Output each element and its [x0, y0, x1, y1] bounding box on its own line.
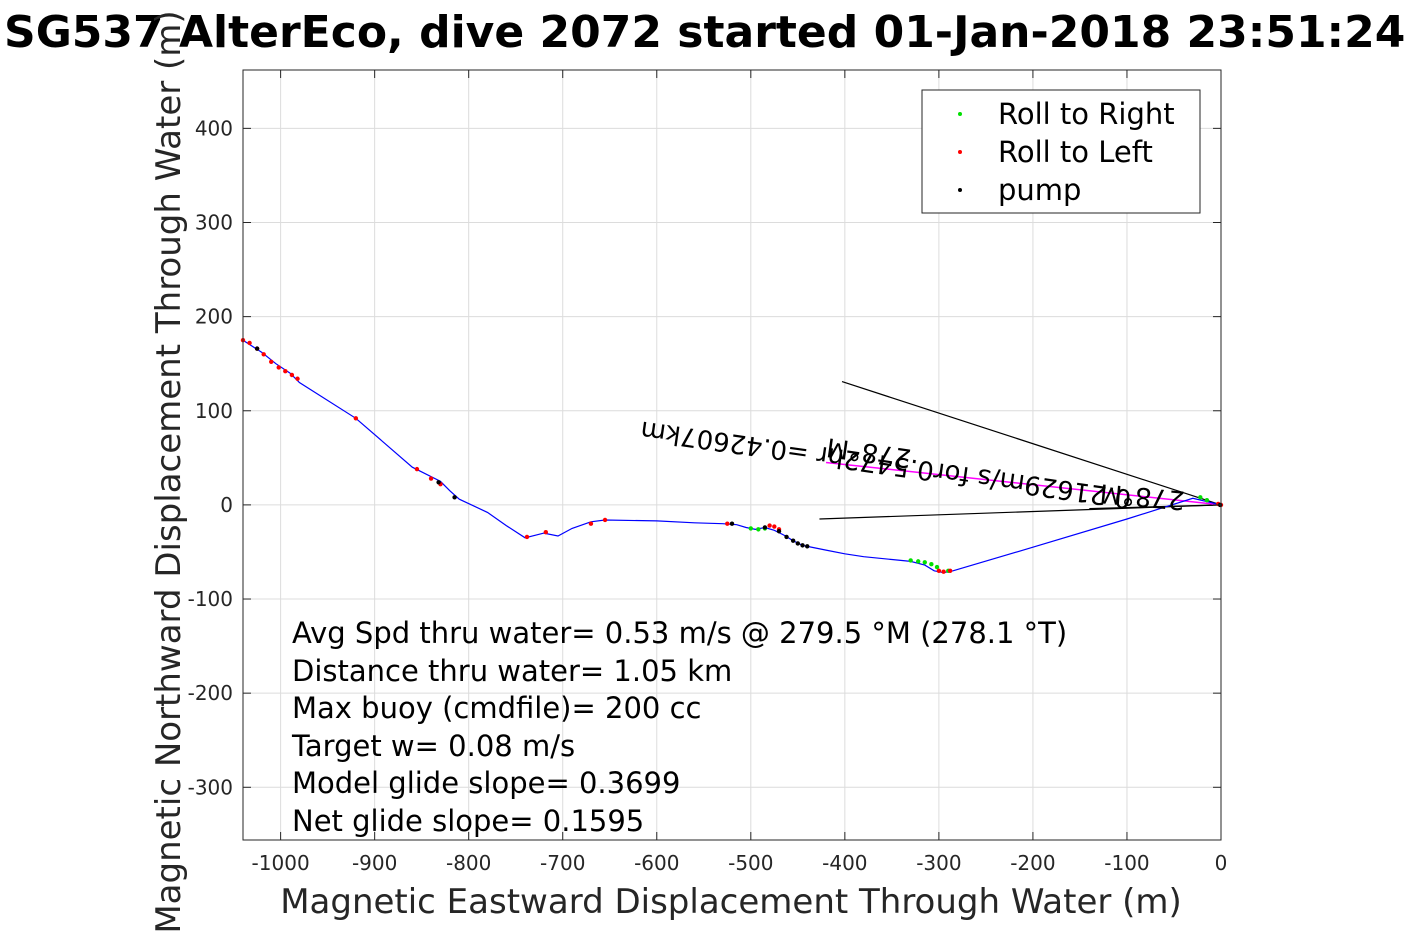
roll-right-point	[1204, 497, 1210, 503]
x-tick-label: -100	[1104, 851, 1149, 875]
x-tick-label: 0	[1215, 851, 1228, 875]
roll-left-point	[247, 340, 252, 346]
y-tick-label: -100	[188, 587, 233, 611]
pump-point	[795, 541, 801, 546]
roll-right-point	[756, 527, 761, 532]
y-tick-label: 200	[195, 305, 233, 329]
roll-right-point	[929, 561, 934, 567]
heading-line	[825, 461, 1222, 506]
stat-net-glide: Net glide slope= 0.1595	[292, 804, 644, 838]
roll-left-point	[353, 416, 359, 421]
pump-point	[776, 529, 782, 534]
y-tick-label: 300	[195, 210, 233, 234]
current-annotation-heading-2: 278°M	[1099, 477, 1186, 514]
roll-right-point	[915, 559, 921, 564]
legend-label: Roll to Left	[998, 135, 1153, 169]
roll-right-point	[1198, 495, 1203, 500]
x-tick-label: -600	[634, 851, 679, 875]
y-tick-label: 400	[195, 116, 233, 140]
stat-model-glide: Model glide slope= 0.3699	[292, 766, 680, 800]
legend: Roll to Right Roll to Left pump	[921, 89, 1201, 214]
roll-left-point	[725, 521, 730, 526]
roll-left-point	[289, 372, 295, 378]
pump-point	[254, 346, 260, 351]
x-tick-label: -700	[540, 851, 585, 875]
roll-right-point	[934, 564, 940, 570]
roll-right-point	[748, 526, 754, 531]
dive-stats: Avg Spd thru water= 0.53 m/s @ 279.5 °M …	[291, 616, 1067, 838]
pump-point	[436, 480, 441, 485]
roll-left-point	[269, 359, 274, 365]
stat-max-buoy: Max buoy (cmdfile)= 200 cc	[292, 691, 701, 725]
roll-left-point	[543, 529, 549, 535]
roll-left-point	[947, 568, 953, 573]
roll-left-point	[941, 569, 946, 574]
y-tick-label: -200	[188, 681, 233, 705]
current-line	[841, 381, 1222, 506]
y-tick-label: 0	[220, 493, 233, 517]
plot-frame	[242, 69, 1222, 841]
x-tick-label: -200	[1010, 851, 1055, 875]
stat-avg-speed: Avg Spd thru water= 0.53 m/s @ 279.5 °M …	[292, 616, 1067, 650]
chart-title: SG537 AlterEco, dive 2072 started 01-Jan…	[4, 7, 1405, 58]
pump-point	[805, 544, 810, 549]
roll-right-point	[922, 560, 927, 565]
legend-label: Roll to Right	[998, 97, 1175, 131]
legend-marker	[958, 188, 962, 192]
y-axis-label: Magnetic Northward Displacement Through …	[149, 10, 189, 933]
pump-point	[784, 534, 789, 540]
pump-point	[452, 495, 457, 500]
roll-left-point	[524, 534, 530, 540]
x-tick-label: -800	[446, 851, 491, 875]
current-line	[1089, 504, 1222, 510]
data-layer	[240, 337, 1224, 574]
roll-left-point	[936, 568, 942, 573]
legend-box	[921, 89, 1201, 214]
roll-left-point	[602, 517, 608, 523]
roll-left-point	[428, 476, 434, 481]
roll-left-point	[772, 524, 777, 529]
stat-target-w: Target w= 0.08 m/s	[291, 729, 575, 763]
x-tick-label: -400	[822, 851, 867, 875]
x-tick-label: -900	[352, 851, 397, 875]
pump-point	[762, 525, 768, 530]
roll-left-point	[767, 523, 772, 528]
legend-marker	[958, 150, 962, 154]
pump-point	[800, 543, 805, 548]
x-tick-label: -500	[728, 851, 773, 875]
pump-point	[729, 521, 735, 526]
pump-point	[790, 538, 796, 543]
x-axis-label: Magnetic Eastward Displacement Through W…	[280, 882, 1182, 922]
roll-left-point	[414, 466, 420, 472]
x-tick-label: -1000	[252, 851, 310, 875]
axis-ticks: -1000 -900 -800 -700 -600 -500 -400 -300 -200 -10…	[188, 70, 1228, 875]
roll-left-point	[295, 376, 300, 381]
roll-left-point	[276, 365, 281, 370]
legend-label: pump	[998, 173, 1081, 207]
y-tick-label: -300	[188, 775, 233, 799]
x-tick-label: -300	[916, 851, 961, 875]
y-tick-label: 100	[195, 399, 233, 423]
track-line	[242, 339, 1222, 574]
legend-marker	[958, 112, 962, 116]
stat-distance: Distance thru water= 1.05 km	[292, 654, 732, 688]
roll-left-point	[588, 521, 594, 526]
roll-left-point	[261, 352, 266, 357]
roll-right-point	[908, 558, 913, 563]
roll-left-point	[283, 369, 288, 374]
